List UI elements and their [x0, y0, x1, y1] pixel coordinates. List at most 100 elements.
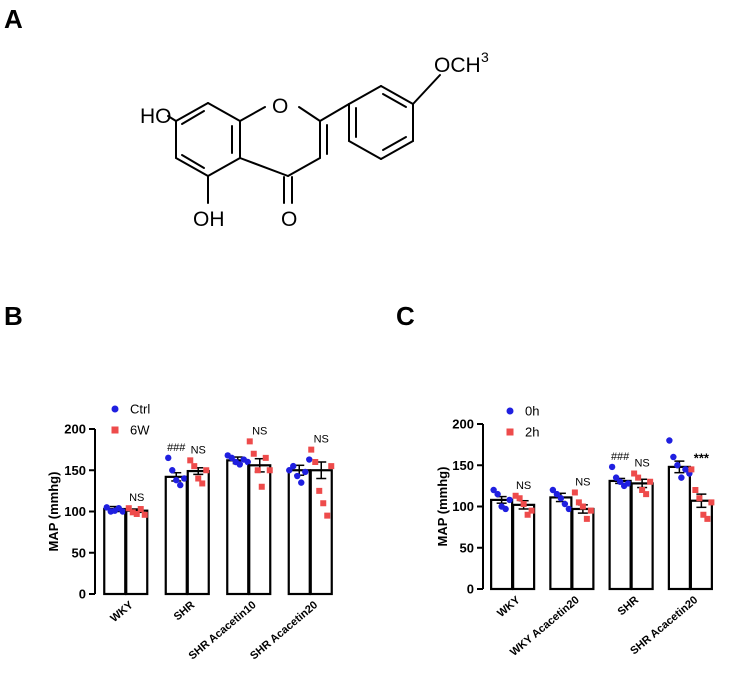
data-point [177, 481, 184, 489]
data-point [571, 489, 578, 496]
y-tick-label: 0 [79, 587, 86, 602]
data-point [320, 500, 327, 507]
data-point [647, 478, 654, 485]
y-tick-label: 50 [460, 540, 474, 555]
structure-label-och3-sub: 3 [481, 49, 489, 65]
y-tick-label: 50 [72, 545, 86, 560]
data-point [688, 466, 695, 473]
data-point [316, 487, 323, 494]
data-point [228, 454, 235, 462]
y-axis-label: MAP (mmhg) [435, 467, 450, 547]
bar [490, 498, 514, 591]
y-tick-label: 100 [64, 504, 86, 519]
data-point [506, 496, 513, 504]
data-point [696, 495, 703, 502]
data-point [631, 470, 638, 477]
panel-label-a: A [4, 4, 23, 34]
data-point [125, 505, 132, 512]
data-point [324, 512, 331, 519]
data-point [254, 467, 261, 474]
data-point [294, 472, 301, 480]
data-point [516, 495, 523, 502]
data-point [624, 480, 632, 487]
significance-annotation: NS [252, 425, 267, 437]
data-point [103, 504, 110, 511]
data-point [312, 459, 319, 465]
data-point [298, 479, 305, 486]
x-tick-label: SHR [616, 594, 642, 618]
data-point [199, 480, 206, 487]
data-point [520, 501, 527, 508]
data-point [129, 509, 136, 516]
data-point [608, 463, 616, 471]
structure-label-carbonyl-o: O [281, 208, 297, 231]
data-point [639, 487, 646, 493]
bar [608, 479, 632, 591]
data-point [704, 515, 711, 522]
y-tick-label: 150 [452, 458, 474, 473]
data-point [286, 467, 293, 474]
data-point [203, 467, 210, 474]
data-point [643, 491, 650, 498]
legend-label: Ctrl [130, 402, 150, 417]
y-tick-label: 0 [467, 582, 474, 597]
data-point [306, 456, 313, 463]
data-point [250, 450, 257, 457]
data-point [169, 467, 176, 474]
data-point [165, 454, 172, 462]
data-point [616, 478, 624, 485]
data-point [262, 454, 269, 461]
structure-label-oh: OH [193, 208, 225, 231]
data-point [191, 463, 198, 470]
legend-marker [506, 428, 514, 436]
y-tick-label: 200 [64, 422, 86, 437]
bar [571, 507, 595, 591]
structure-label-ring-o: O [272, 95, 288, 118]
significance-annotation: ### [611, 451, 630, 463]
data-point [119, 508, 126, 515]
significance-annotation: NS [516, 480, 531, 492]
data-point [561, 500, 569, 508]
significance-annotation: NS [575, 476, 590, 488]
legend-label: 6W [130, 423, 150, 438]
legend-marker [111, 426, 119, 434]
data-point [612, 474, 620, 481]
data-point [557, 495, 565, 502]
data-point [290, 462, 297, 470]
y-tick-label: 200 [452, 417, 474, 432]
structure-label-och3: OCH [434, 54, 481, 77]
bar [512, 503, 536, 591]
data-point [587, 507, 594, 514]
bar [630, 482, 654, 591]
data-point [528, 507, 535, 514]
data-point [328, 463, 335, 470]
data-point [708, 499, 715, 506]
structure-label-ho: HO [140, 105, 172, 128]
data-point [181, 475, 188, 482]
panel-label-c: C [396, 301, 415, 331]
data-point [490, 486, 497, 494]
data-point [682, 466, 689, 473]
significance-annotation: NS [634, 458, 649, 470]
data-point [635, 474, 642, 481]
data-point [565, 505, 573, 513]
panel-label-b: B [4, 301, 23, 331]
data-point [246, 438, 253, 445]
data-point [524, 511, 531, 518]
significance-annotation: *** [694, 450, 710, 465]
y-tick-label: 150 [64, 463, 86, 478]
data-point [575, 499, 582, 506]
data-point [141, 511, 148, 518]
significance-annotation: NS [129, 492, 144, 504]
data-point [133, 510, 140, 517]
data-point [512, 492, 519, 499]
data-point [579, 503, 586, 510]
data-point [137, 506, 144, 513]
data-point [494, 490, 501, 498]
data-point [549, 486, 557, 494]
legend-marker [111, 405, 119, 413]
data-point [258, 483, 265, 490]
data-point [236, 461, 243, 468]
significance-annotation: ### [167, 442, 186, 454]
